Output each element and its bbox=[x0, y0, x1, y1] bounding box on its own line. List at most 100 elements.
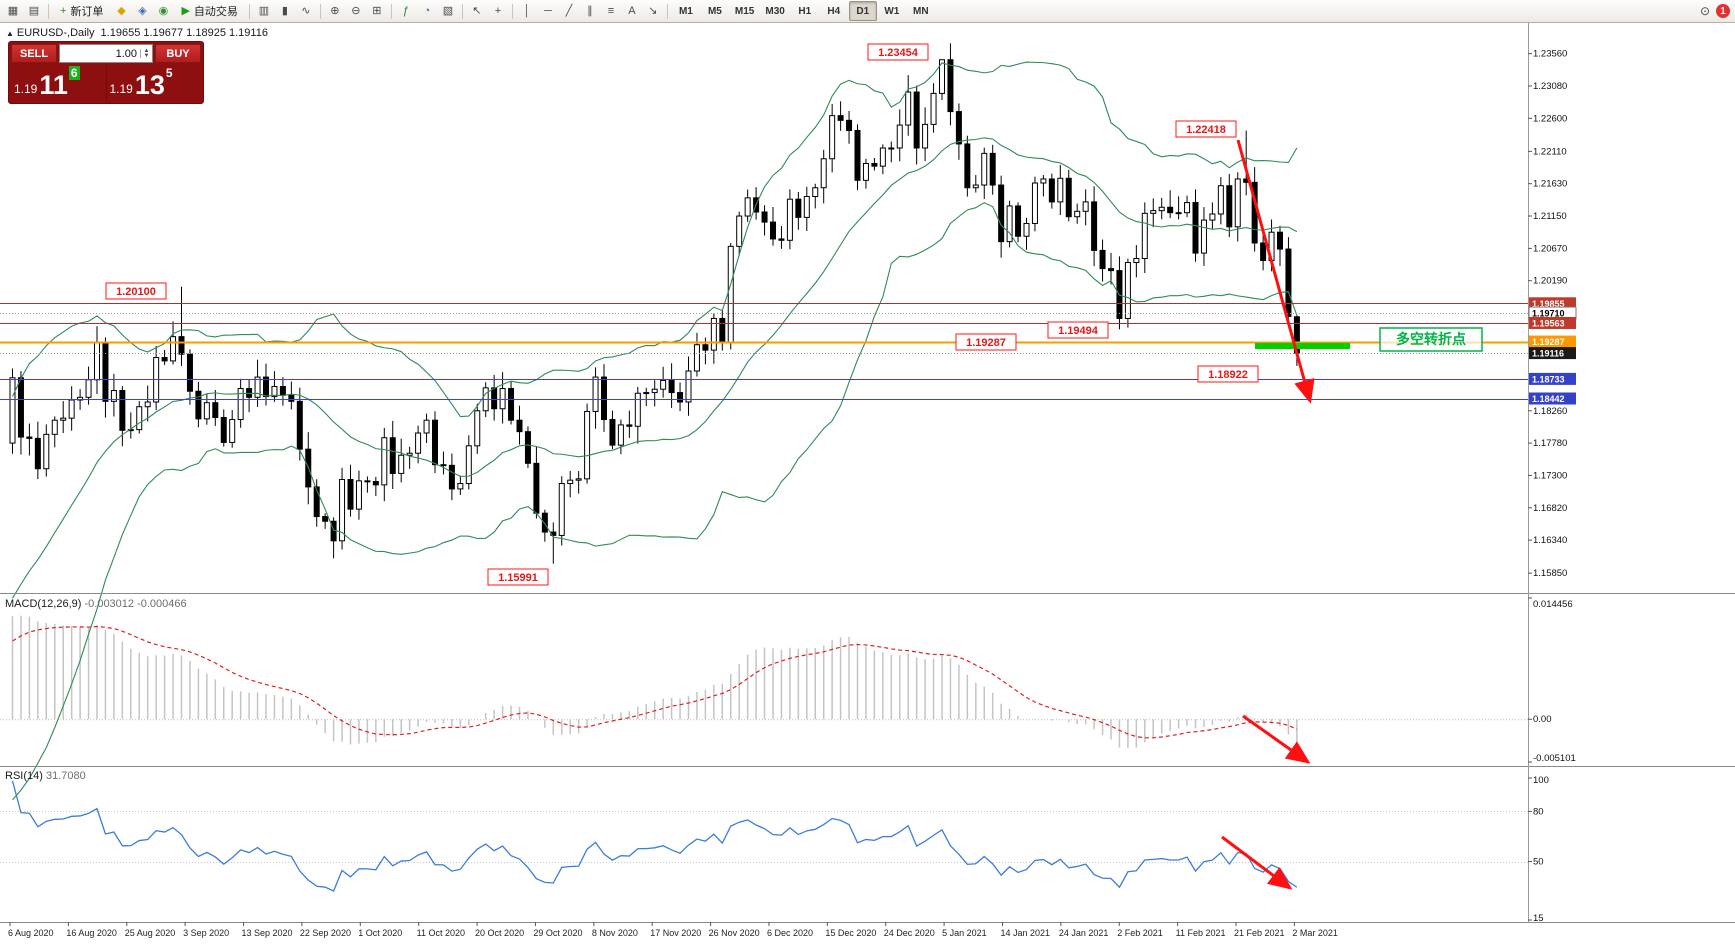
ohlc-values: 1.19655 1.19677 1.18925 1.19116 bbox=[100, 27, 268, 39]
marketwatch-icon[interactable]: ◆ bbox=[111, 1, 131, 21]
rsi-line bbox=[11, 780, 1298, 892]
profiles-icon[interactable]: ▤ bbox=[24, 1, 44, 21]
volume-value: 1.00 bbox=[115, 47, 137, 60]
macd-signal-line bbox=[12, 626, 1298, 739]
note-box[interactable] bbox=[1379, 327, 1483, 352]
svg-text:17 Nov 2020: 17 Nov 2020 bbox=[650, 928, 701, 938]
price-annotation-box[interactable] bbox=[487, 568, 549, 586]
new-chart-icon[interactable]: ▦ bbox=[3, 1, 23, 21]
price-annotations: 1.23454 1.22418 1.20100 1.19494 1.19287 1.189… bbox=[105, 43, 1259, 586]
svg-text:1 Oct 2020: 1 Oct 2020 bbox=[358, 928, 402, 938]
text-label-icon[interactable]: A bbox=[622, 1, 642, 21]
volume-spinner[interactable]: ▲ ▼ bbox=[140, 48, 152, 59]
svg-text:1.18922: 1.18922 bbox=[1208, 369, 1248, 381]
tile-windows-icon[interactable]: ⊞ bbox=[367, 1, 387, 21]
fibonacci-icon[interactable]: ≡ bbox=[601, 1, 621, 21]
collapse-triangle-icon[interactable]: ▲ bbox=[6, 29, 14, 38]
timeframe-w1-button[interactable]: W1 bbox=[884, 5, 900, 17]
candlestick-series bbox=[9, 43, 1300, 564]
timeframe-h4-button[interactable]: H4 bbox=[827, 5, 841, 17]
zoom-in-icon[interactable]: ⊕ bbox=[325, 1, 345, 21]
candlestick-type-icon[interactable]: ▮ bbox=[275, 1, 295, 21]
bar-chart-type-icon[interactable]: ▥ bbox=[254, 1, 274, 21]
trendline-icon[interactable]: ╱ bbox=[559, 1, 579, 21]
data-window-icon[interactable]: ◈ bbox=[132, 1, 152, 21]
price-annotation-box[interactable] bbox=[1175, 120, 1237, 138]
svg-text:1.19116: 1.19116 bbox=[1532, 349, 1564, 359]
spin-up-icon[interactable]: ▲ bbox=[143, 48, 150, 54]
candlestick-type-icon-glyph: ▮ bbox=[281, 4, 288, 17]
sell-button[interactable]: SELL bbox=[11, 44, 57, 63]
indicators-add-icon-glyph: ƒ bbox=[402, 4, 409, 17]
bar-chart-type-icon-glyph: ▥ bbox=[258, 4, 270, 17]
arrow-object-icon[interactable]: ↘ bbox=[643, 1, 663, 21]
crosshair-icon-glyph: + bbox=[494, 4, 502, 17]
toolbar-separator bbox=[48, 3, 49, 19]
svg-text:14 Jan 2021: 14 Jan 2021 bbox=[1000, 928, 1050, 938]
svg-text:多空转折点: 多空转折点 bbox=[1396, 331, 1466, 347]
macd-name: MACD(12,26,9) bbox=[5, 598, 82, 610]
buy-button[interactable]: BUY bbox=[155, 44, 201, 63]
period-icon[interactable]: ◔ bbox=[417, 1, 437, 21]
channel-icon[interactable]: ∥ bbox=[580, 1, 600, 21]
svg-text:26 Nov 2020: 26 Nov 2020 bbox=[709, 928, 760, 938]
svg-text:1.18260: 1.18260 bbox=[1533, 406, 1567, 417]
search-icon[interactable]: ⊙ bbox=[1699, 4, 1711, 18]
indicator-levels bbox=[0, 719, 1528, 863]
main-toolbar: ▦ ▤ + 新订单 ◆ ◈ ◉ ▶ 自动交易 ▥ ▮ ∿ ⊕ ⊖ ⊞ ƒ ◔ ▧ ↖ + │ ─ ╱ ∥ ≡ A ↘ M1 M5 M15 M… bbox=[0, 0, 1735, 23]
price-annotation-box[interactable] bbox=[105, 282, 167, 300]
spin-down-icon[interactable]: ▼ bbox=[143, 52, 150, 59]
navigator-icon[interactable]: ◉ bbox=[153, 1, 173, 21]
svg-text:1.17300: 1.17300 bbox=[1533, 470, 1567, 481]
price-annotation-box[interactable] bbox=[955, 333, 1017, 351]
timeframe-m15-button[interactable]: M15 bbox=[734, 5, 755, 17]
vertical-line-icon[interactable]: │ bbox=[517, 1, 537, 21]
timeframe-h1-button[interactable]: H1 bbox=[798, 5, 812, 17]
timeframe-m1-button[interactable]: M1 bbox=[678, 5, 693, 17]
svg-text:1.23454: 1.23454 bbox=[878, 47, 919, 59]
svg-text:1.19287: 1.19287 bbox=[1532, 337, 1565, 347]
svg-text:1.19494: 1.19494 bbox=[1058, 325, 1099, 337]
rsi-value: 31.7080 bbox=[45, 770, 86, 782]
tile-windows-icon-glyph: ⊞ bbox=[372, 4, 382, 17]
period-icon-glyph: ◔ bbox=[423, 4, 431, 17]
svg-text:2 Feb 2021: 2 Feb 2021 bbox=[1117, 928, 1163, 938]
cursor-icon[interactable]: ↖ bbox=[467, 1, 487, 21]
volume-input[interactable]: 1.00 ▲ ▼ bbox=[59, 44, 153, 63]
svg-text:1.23560: 1.23560 bbox=[1533, 49, 1567, 60]
line-chart-type-icon[interactable]: ∿ bbox=[296, 1, 316, 21]
zoom-out-icon[interactable]: ⊖ bbox=[346, 1, 366, 21]
svg-text:21 Feb 2021: 21 Feb 2021 bbox=[1234, 928, 1285, 938]
indicators-add-icon[interactable]: ƒ bbox=[396, 1, 416, 21]
trade-panel-controls: SELL 1.00 ▲ ▼ BUY bbox=[11, 44, 201, 63]
templates-icon[interactable]: ▧ bbox=[438, 1, 458, 21]
svg-text:2 Mar 2021: 2 Mar 2021 bbox=[1292, 928, 1338, 938]
timeframe-d1-button[interactable]: D1 bbox=[848, 1, 877, 21]
crosshair-icon[interactable]: + bbox=[488, 1, 508, 21]
autotrade-glyph: ▶ bbox=[181, 4, 190, 17]
horizontal-lines bbox=[0, 303, 1528, 400]
timeframe-mn-button[interactable]: MN bbox=[913, 5, 929, 17]
svg-text:20 Oct 2020: 20 Oct 2020 bbox=[475, 928, 524, 938]
cursor-icon-glyph: ↖ bbox=[472, 4, 482, 17]
notification-badge[interactable]: 1 bbox=[1716, 4, 1730, 18]
timeframe-m5-button[interactable]: M5 bbox=[707, 5, 722, 17]
autotrade-button[interactable]: ▶ 自动交易 bbox=[174, 1, 244, 21]
horizontal-line-icon[interactable]: ─ bbox=[538, 1, 558, 21]
ask-price: 1.19 13 5 bbox=[107, 65, 202, 101]
timeframe-m30-button[interactable]: M30 bbox=[765, 5, 785, 17]
price-annotation-box[interactable] bbox=[867, 43, 929, 61]
price-annotation-box[interactable] bbox=[1047, 321, 1109, 339]
vertical-line-icon-glyph: │ bbox=[523, 4, 531, 17]
new-order-button[interactable]: + 新订单 bbox=[53, 1, 110, 21]
price-annotation-box[interactable] bbox=[1197, 365, 1259, 383]
svg-text:6 Aug 2020: 6 Aug 2020 bbox=[8, 928, 54, 938]
svg-text:1.23080: 1.23080 bbox=[1533, 81, 1567, 92]
svg-text:100: 100 bbox=[1533, 775, 1549, 786]
profiles-icon-glyph: ▤ bbox=[28, 4, 40, 17]
panel-frame bbox=[0, 22, 1735, 923]
navigator-icon-glyph: ◉ bbox=[158, 4, 169, 17]
price-tag bbox=[1529, 297, 1576, 310]
svg-text:1.15850: 1.15850 bbox=[1533, 568, 1567, 579]
